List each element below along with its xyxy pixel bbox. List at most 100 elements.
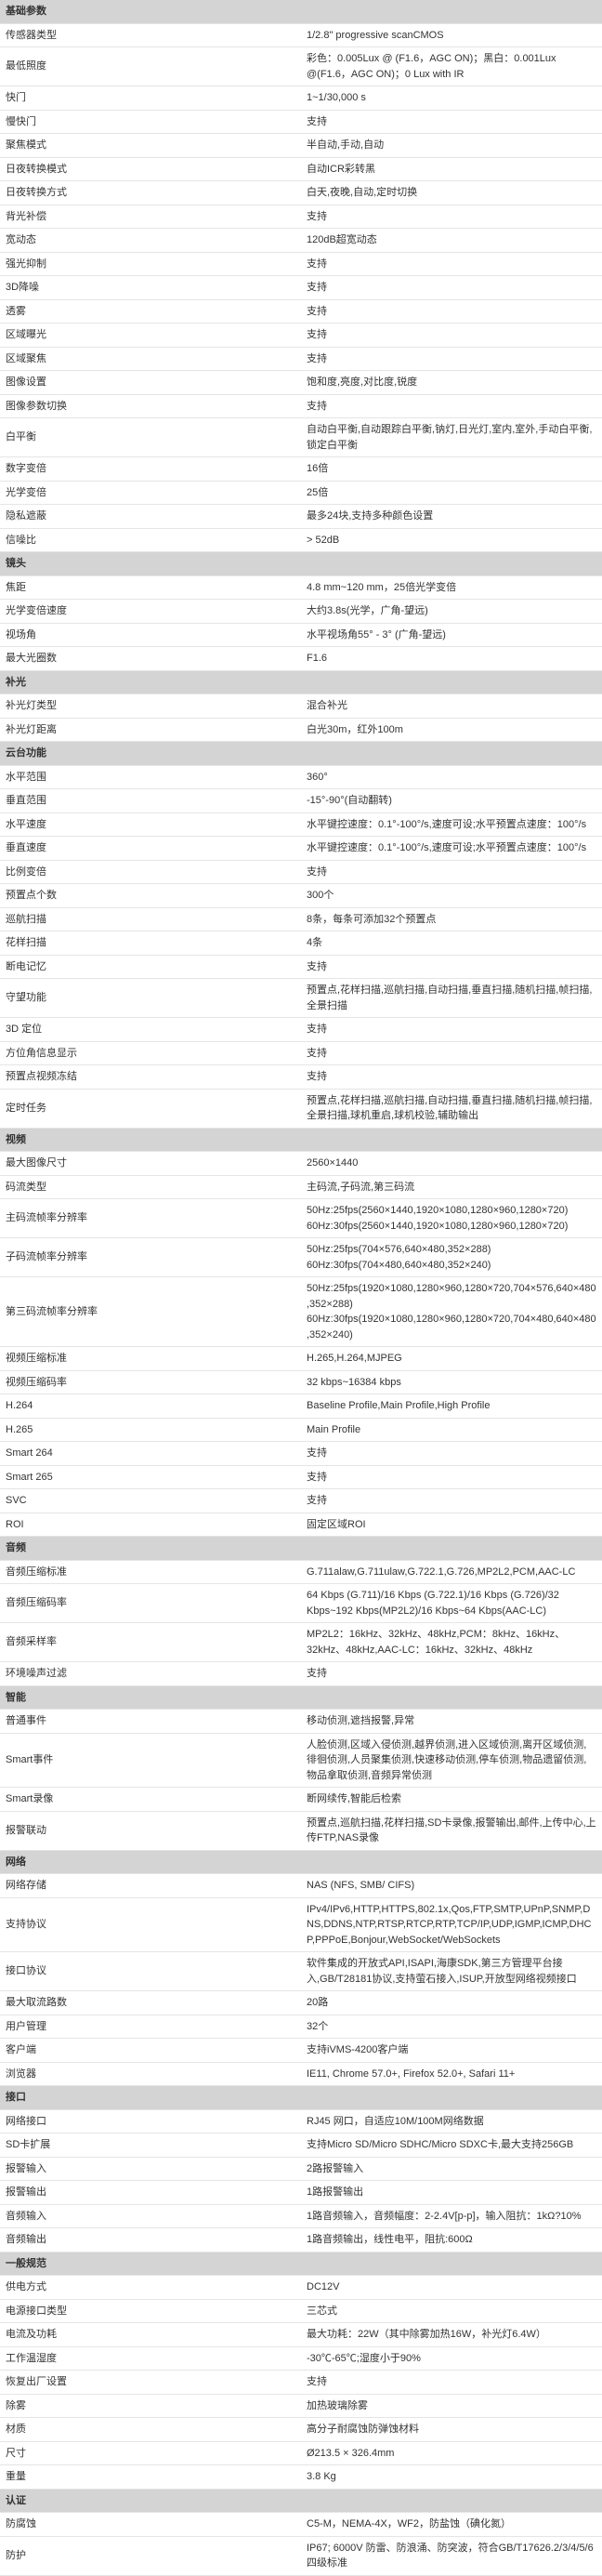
spec-value: 支持	[301, 110, 602, 134]
spec-value: 固定区域ROI	[301, 1513, 602, 1537]
spec-row: SVC支持	[0, 1489, 602, 1513]
spec-label: 强光抑制	[0, 252, 301, 276]
spec-row: 补光灯距离白光30m，红外100m	[0, 718, 602, 742]
spec-row: 视场角水平视场角55° - 3° (广角-望远)	[0, 623, 602, 647]
spec-value: 最大功耗：22W（其中除雾加热16W，补光灯6.4W）	[301, 2323, 602, 2347]
spec-row: 聚焦模式半自动,手动,自动	[0, 134, 602, 158]
spec-label: 电流及功耗	[0, 2323, 301, 2347]
spec-label: 最大取流路数	[0, 1991, 301, 2015]
spec-row: Smart事件人脸侦测,区域入侵侦测,越界侦测,进入区域侦测,离开区域侦测,徘徊…	[0, 1733, 602, 1788]
spec-value: 300个	[301, 884, 602, 908]
spec-label: 环境噪声过滤	[0, 1662, 301, 1686]
spec-label: 子码流帧率分辨率	[0, 1238, 301, 1277]
spec-label: 重量	[0, 2465, 301, 2490]
spec-label: 主码流帧率分辨率	[0, 1199, 301, 1238]
spec-label: 预置点个数	[0, 884, 301, 908]
spec-row: Smart 264支持	[0, 1442, 602, 1466]
spec-value: 32个	[301, 2015, 602, 2039]
spec-label: 水平范围	[0, 765, 301, 789]
spec-row: 最大光圈数F1.6	[0, 647, 602, 671]
spec-row: 强光抑制支持	[0, 252, 602, 276]
spec-row: 慢快门支持	[0, 110, 602, 134]
spec-label: 音频压缩标准	[0, 1560, 301, 1584]
spec-label: 日夜转换模式	[0, 157, 301, 181]
spec-row: 比例变倍支持	[0, 860, 602, 884]
spec-label: 用户管理	[0, 2015, 301, 2039]
spec-value: 支持iVMS-4200客户端	[301, 2039, 602, 2063]
spec-value: 最多24块,支持多种颜色设置	[301, 505, 602, 529]
spec-label: 最低照度	[0, 47, 301, 86]
spec-row: 守望功能预置点,花样扫描,巡航扫描,自动扫描,垂直扫描,随机扫描,帧扫描,全景扫…	[0, 979, 602, 1018]
spec-row: 区域曝光支持	[0, 324, 602, 348]
spec-value: 20路	[301, 1991, 602, 2015]
spec-label: 图像参数切换	[0, 394, 301, 418]
spec-row: 防护IP67; 6000V 防雷、防浪涌、防突波，符合GB/T17626.2/3…	[0, 2536, 602, 2575]
spec-label: 信噪比	[0, 528, 301, 552]
spec-row: 码流类型主码流,子码流,第三码流	[0, 1175, 602, 1199]
spec-label: SD卡扩展	[0, 2133, 301, 2158]
spec-row: 供电方式DC12V	[0, 2276, 602, 2300]
section-header: 智能	[0, 1685, 602, 1710]
spec-row: SD卡扩展支持Micro SD/Micro SDHC/Micro SDXC卡,最…	[0, 2133, 602, 2158]
section-header: 视频	[0, 1128, 602, 1152]
spec-label: 焦距	[0, 575, 301, 600]
spec-value: 主码流,子码流,第三码流	[301, 1175, 602, 1199]
spec-label: 光学变倍	[0, 481, 301, 505]
spec-value: 支持	[301, 1662, 602, 1686]
spec-label: 白平衡	[0, 418, 301, 457]
spec-row: 报警输出1路报警输出	[0, 2181, 602, 2205]
spec-value: 1路音频输入，音频幅度：2-2.4V[p-p]，输入阻抗：1kΩ?10%	[301, 2204, 602, 2228]
spec-row: 预置点视频冻结支持	[0, 1065, 602, 1090]
spec-label: 供电方式	[0, 2276, 301, 2300]
section-header: 接口	[0, 2086, 602, 2110]
spec-label: 尺寸	[0, 2441, 301, 2465]
spec-value: 1路音频输出，线性电平，阻抗:600Ω	[301, 2228, 602, 2252]
spec-row: 白平衡自动白平衡,自动跟踪白平衡,钠灯,日光灯,室内,室外,手动白平衡,锁定白平…	[0, 418, 602, 457]
spec-row: 音频压缩标准G.711alaw,G.711ulaw,G.722.1,G.726,…	[0, 1560, 602, 1584]
spec-row: 焦距4.8 mm~120 mm，25倍光学变倍	[0, 575, 602, 600]
spec-row: 客户端支持iVMS-4200客户端	[0, 2039, 602, 2063]
spec-row: 宽动态120dB超宽动态	[0, 229, 602, 253]
spec-row: 第三码流帧率分辨率50Hz:25fps(1920×1080,1280×960,1…	[0, 1277, 602, 1347]
section-header: 基础参数	[0, 0, 602, 23]
spec-row: 主码流帧率分辨率50Hz:25fps(2560×1440,1920×1080,1…	[0, 1199, 602, 1238]
spec-row: ROI固定区域ROI	[0, 1513, 602, 1537]
spec-label: 背光补偿	[0, 205, 301, 229]
spec-value: 32 kbps~16384 kbps	[301, 1370, 602, 1394]
spec-value: 白光30m，红外100m	[301, 718, 602, 742]
spec-value: 加热玻璃除雾	[301, 2394, 602, 2418]
spec-label: 比例变倍	[0, 860, 301, 884]
spec-row: 音频输入1路音频输入，音频幅度：2-2.4V[p-p]，输入阻抗：1kΩ?10%	[0, 2204, 602, 2228]
spec-label: 3D降噪	[0, 276, 301, 300]
section-header: 补光	[0, 670, 602, 694]
spec-row: 断电记忆支持	[0, 955, 602, 979]
spec-value: 支持	[301, 394, 602, 418]
spec-value: 3.8 Kg	[301, 2465, 602, 2490]
spec-row: 背光补偿支持	[0, 205, 602, 229]
spec-label: 网络接口	[0, 2109, 301, 2133]
spec-value: 支持	[301, 1041, 602, 1065]
spec-value: 64 Kbps (G.711)/16 Kbps (G.722.1)/16 Kbp…	[301, 1584, 602, 1623]
spec-row: 预置点个数300个	[0, 884, 602, 908]
spec-value: -30℃-65℃;湿度小于90%	[301, 2346, 602, 2371]
spec-row: 支持协议IPv4/IPv6,HTTP,HTTPS,802.1x,Qos,FTP,…	[0, 1897, 602, 1952]
spec-label: 音频采样率	[0, 1623, 301, 1662]
spec-label: 普通事件	[0, 1710, 301, 1734]
spec-value: -15°-90°(自动翻转)	[301, 789, 602, 813]
spec-value: 彩色：0.005Lux @ (F1.6，AGC ON)；黑白：0.001Lux …	[301, 47, 602, 86]
spec-row: 垂直范围-15°-90°(自动翻转)	[0, 789, 602, 813]
section-header: 云台功能	[0, 742, 602, 766]
spec-value: C5-M，NEMA-4X，WF2，防盐蚀（碘化氮）	[301, 2513, 602, 2537]
spec-label: ROI	[0, 1513, 301, 1537]
spec-value: Ø213.5 × 326.4mm	[301, 2441, 602, 2465]
spec-label: 视频压缩码率	[0, 1370, 301, 1394]
spec-label: 报警输入	[0, 2157, 301, 2181]
spec-row: 报警输入2路报警输入	[0, 2157, 602, 2181]
spec-row: 浏览器IE11, Chrome 57.0+, Firefox 52.0+, Sa…	[0, 2062, 602, 2086]
spec-label: 隐私遮蔽	[0, 505, 301, 529]
spec-label: 防护	[0, 2536, 301, 2575]
spec-value: 支持	[301, 276, 602, 300]
spec-label: 防腐蚀	[0, 2513, 301, 2537]
spec-label: 接口协议	[0, 1952, 301, 1991]
spec-label: Smart事件	[0, 1733, 301, 1788]
